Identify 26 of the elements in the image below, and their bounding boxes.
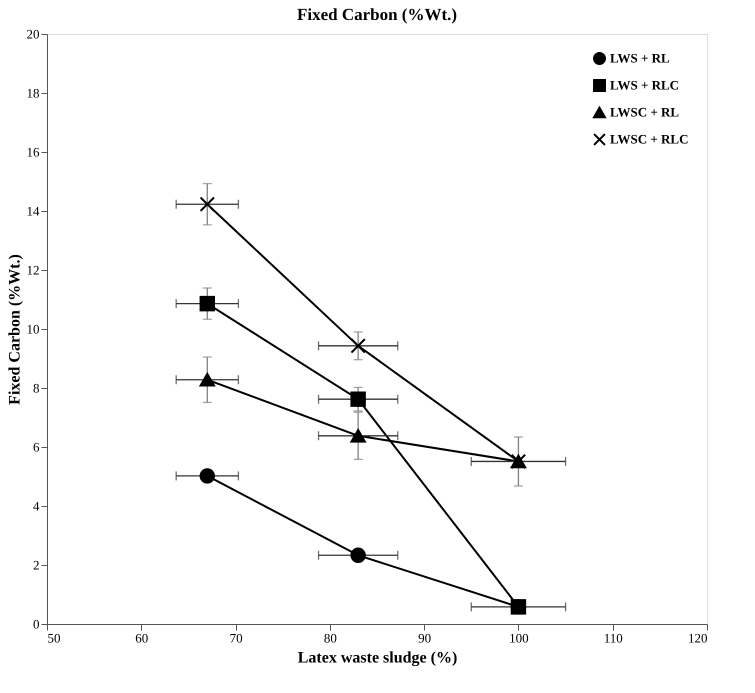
legend-label: LWS + RLC — [610, 78, 680, 92]
x-tick-label: 120 — [688, 630, 708, 646]
x-tick-label: 100 — [509, 630, 529, 646]
y-tick-label: 0 — [33, 616, 40, 632]
legend-label: LWS + RL — [610, 50, 670, 66]
y-tick-label: 18 — [26, 86, 40, 100]
y-axis-title: Fixed Carbon (%Wt.) — [6, 254, 24, 405]
y-tick-label: 12 — [26, 262, 40, 278]
x-tick-label: 80 — [324, 630, 337, 646]
y-tick-label: 2 — [33, 558, 40, 572]
y-tick-label: 14 — [26, 204, 40, 218]
x-tick-label: 90 — [418, 630, 432, 646]
y-tick-label: 4 — [33, 498, 40, 514]
x-axis-title: Latex waste sludge (%) — [298, 650, 458, 666]
x-tick-label: 60 — [135, 630, 148, 646]
y-tick-label: 8 — [33, 380, 40, 396]
legend-label: LWSC + RLC — [610, 132, 688, 146]
y-tick-label: 20 — [26, 26, 40, 42]
chart-title: Fixed Carbon (%Wt.) — [296, 5, 458, 24]
x-tick-label: 110 — [604, 630, 623, 646]
y-tick-label: 10 — [26, 322, 40, 336]
legend-label: LWSC + RL — [610, 104, 680, 120]
y-tick-label: 16 — [26, 144, 40, 160]
x-tick-label: 50 — [48, 630, 60, 646]
y-tick-label: 6 — [33, 440, 40, 454]
x-tick-label: 70 — [230, 630, 243, 646]
